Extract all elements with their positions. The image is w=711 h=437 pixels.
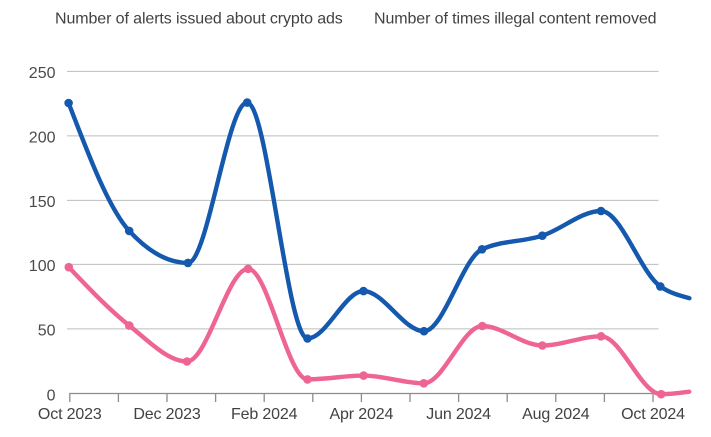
svg-text:250: 250	[29, 65, 56, 82]
svg-text:200: 200	[29, 130, 56, 147]
svg-text:Dec 2023: Dec 2023	[133, 406, 201, 423]
svg-text:0: 0	[47, 388, 56, 405]
svg-text:Feb 2024: Feb 2024	[231, 406, 298, 423]
svg-text:Aug 2024: Aug 2024	[522, 406, 590, 423]
svg-text:Number of alerts issued about: Number of alerts issued about crypto ads	[55, 11, 343, 28]
svg-text:Apr 2024: Apr 2024	[330, 406, 394, 423]
svg-text:100: 100	[29, 258, 56, 275]
svg-text:Oct 2024: Oct 2024	[621, 406, 685, 423]
svg-text:50: 50	[38, 323, 56, 340]
svg-text:Oct 2023: Oct 2023	[38, 406, 102, 423]
svg-text:150: 150	[29, 194, 56, 211]
svg-text:Number of times illegal conten: Number of times illegal content removed	[374, 11, 656, 28]
svg-text:Jun 2024: Jun 2024	[426, 406, 491, 423]
